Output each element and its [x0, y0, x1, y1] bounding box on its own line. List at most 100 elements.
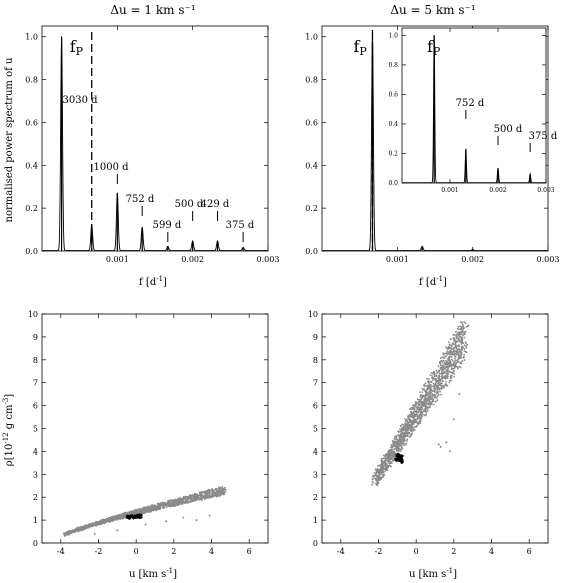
scatter-point	[449, 379, 451, 382]
scatter-point	[415, 418, 417, 420]
scatter-point	[461, 323, 464, 326]
scatter-point	[178, 502, 180, 505]
scatter-point	[194, 498, 197, 501]
scatter-point	[375, 474, 378, 477]
scatter-point	[380, 461, 383, 464]
scatter-point	[383, 467, 386, 470]
scatter-point	[424, 382, 427, 385]
scatter-point	[80, 525, 83, 528]
scatter-point	[448, 381, 451, 384]
scatter-point	[409, 413, 411, 416]
y-tick-label: 9	[313, 333, 318, 342]
scatter-point	[71, 531, 73, 533]
scatter-point	[426, 399, 429, 402]
scatter-point	[406, 428, 409, 431]
scatter-outlier	[93, 532, 96, 535]
scatter-point	[419, 400, 422, 403]
scatter-point	[457, 352, 460, 354]
scatter-point	[433, 396, 436, 399]
scatter-point	[181, 499, 184, 501]
scatter-point	[442, 380, 444, 383]
scatter-point	[104, 521, 107, 523]
scatter-point	[438, 370, 441, 373]
spectrum-line	[322, 36, 548, 252]
scatter-point	[457, 332, 460, 335]
scatter-point	[159, 507, 162, 510]
scatter-point	[455, 333, 458, 336]
x-tick-label: 0.001	[441, 187, 458, 194]
x-axis-label: f [d-1]	[419, 275, 447, 288]
scatter-point	[380, 464, 382, 467]
scatter-point	[460, 327, 463, 329]
scatter-point	[138, 511, 141, 514]
scatter-point	[190, 501, 192, 503]
scatter-point	[438, 361, 441, 363]
scatter-point	[448, 343, 451, 346]
scatter-outlier	[144, 523, 147, 526]
scatter-point	[460, 362, 463, 365]
scatter-point	[184, 496, 187, 499]
scatter-point	[450, 350, 453, 353]
scatter-point	[424, 397, 427, 399]
scatter-point	[135, 512, 138, 515]
scatter-point	[442, 353, 445, 356]
cluster-point	[131, 514, 134, 517]
scatter-point	[130, 510, 132, 513]
scatter-point	[452, 351, 455, 353]
scatter-point	[200, 498, 203, 500]
scatter-point	[421, 391, 424, 393]
scatter-point	[417, 416, 419, 419]
scatter-point	[439, 357, 442, 360]
scatter-point	[168, 502, 171, 505]
scatter-point	[139, 508, 142, 511]
scatter-point	[151, 507, 154, 510]
scatter-point	[216, 491, 219, 494]
y-tick-label: 7	[33, 379, 38, 388]
scatter-point	[413, 418, 415, 421]
scatter-point	[437, 391, 439, 394]
scatter-point	[426, 402, 428, 405]
scatter-point	[450, 356, 453, 358]
scatter-point	[453, 333, 456, 336]
scatter-point	[417, 408, 420, 411]
scatter-point	[149, 505, 152, 508]
scatter-point	[461, 342, 464, 344]
scatter-point	[408, 432, 411, 435]
scatter-point	[449, 363, 452, 366]
scatter-point	[436, 392, 438, 395]
scatter-point	[458, 355, 460, 358]
scatter-point	[409, 408, 411, 411]
scatter-point	[457, 331, 460, 333]
scatter-point	[205, 497, 207, 500]
peak-annotation: 1000 d	[93, 162, 129, 173]
scatter-point	[388, 460, 390, 463]
scatter-point	[378, 477, 381, 480]
scatter-point	[115, 516, 118, 519]
scatter-point	[172, 502, 175, 505]
scatter-point	[442, 377, 444, 379]
y-tick-label: 1.0	[25, 33, 38, 42]
scatter-point	[375, 482, 377, 485]
scatter-point	[438, 375, 440, 378]
scatter-point	[167, 504, 170, 507]
scatter-point	[385, 468, 388, 471]
scatter-point	[418, 404, 421, 406]
scatter-point	[452, 342, 454, 345]
scatter-point	[380, 472, 383, 475]
scatter-point	[446, 373, 449, 376]
scatter-point	[433, 394, 436, 397]
scatter-outlier	[208, 514, 211, 517]
scatter-point	[456, 367, 459, 370]
scatter-outlier	[165, 520, 168, 523]
x-tick-label: 0.002	[181, 255, 204, 264]
scatter-point	[406, 438, 408, 441]
scatter-point	[406, 440, 408, 442]
scatter-point	[379, 473, 381, 476]
scatter-point	[430, 403, 433, 406]
scatter-point	[113, 518, 116, 521]
scatter-point	[459, 349, 462, 351]
scatter-point	[445, 359, 447, 362]
scatter-point	[383, 473, 385, 476]
panel-title: Δu = 1 km s⁻¹	[110, 3, 195, 17]
scatter-point	[459, 331, 461, 334]
